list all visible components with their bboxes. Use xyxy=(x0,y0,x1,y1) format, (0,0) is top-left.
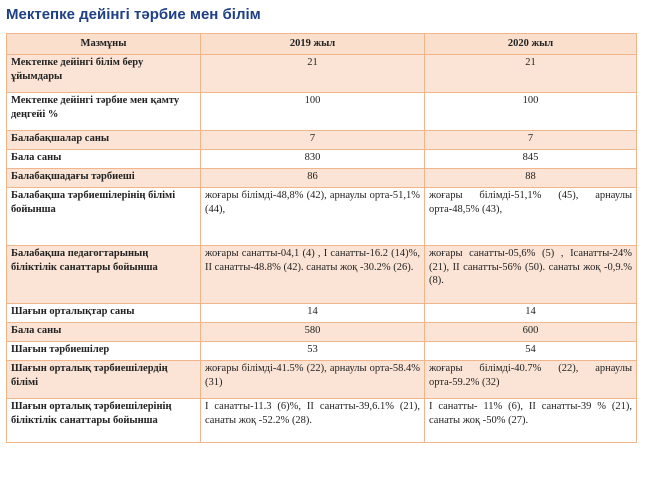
table-header-row: Мазмұны 2019 жыл 2020 жыл xyxy=(6,33,637,55)
cell-2020: жоғары санатты-05,6% (5) , Iсанатты-24% … xyxy=(424,245,637,304)
row-label: Мектепке дейінгі тәрбие мен қамту деңгей… xyxy=(6,92,201,131)
table-row: Шағын орталық тәрбиешілердің білімі жоға… xyxy=(6,360,637,399)
cell-2019: 830 xyxy=(200,149,425,169)
cell-2019: 21 xyxy=(200,54,425,93)
table-row: Балабақша педагогтарының біліктілік сана… xyxy=(6,245,637,304)
table-row: Балабақшадағы тәрбиеші 86 88 xyxy=(6,168,637,188)
cell-2020: 845 xyxy=(424,149,637,169)
cell-2019: I санатты-11.3 (6)%, II санатты-39,6.1% … xyxy=(200,398,425,443)
row-label: Балабақшалар саны xyxy=(6,130,201,150)
header-2019: 2019 жыл xyxy=(200,33,425,55)
table-row: Балабақшалар саны 7 7 xyxy=(6,130,637,150)
row-label: Шағын орталықтар саны xyxy=(6,303,201,323)
row-label: Бала саны xyxy=(6,322,201,342)
row-label: Шағын орталық тәрбиешілердің білімі xyxy=(6,360,201,399)
row-label: Шағын орталық тәрбиешілерінің біліктілік… xyxy=(6,398,201,443)
row-label: Балабақша педагогтарының біліктілік сана… xyxy=(6,245,201,304)
row-label: Бала саны xyxy=(6,149,201,169)
header-2020: 2020 жыл xyxy=(424,33,637,55)
table-row: Мектепке дейінгі тәрбие мен қамту деңгей… xyxy=(6,92,637,131)
row-label: Балабақшадағы тәрбиеші xyxy=(6,168,201,188)
row-label: Мектепке дейінгі білім беру ұйымдары xyxy=(6,54,201,93)
row-label: Шағын тәрбиешілер xyxy=(6,341,201,361)
cell-2019: 14 xyxy=(200,303,425,323)
cell-2020: 21 xyxy=(424,54,637,93)
table-row: Шағын орталық тәрбиешілерінің біліктілік… xyxy=(6,398,637,443)
cell-2019: 580 xyxy=(200,322,425,342)
cell-2020: 88 xyxy=(424,168,637,188)
education-table: Мазмұны 2019 жыл 2020 жыл Мектепке дейін… xyxy=(6,33,637,443)
cell-2020: 14 xyxy=(424,303,637,323)
cell-2020: 100 xyxy=(424,92,637,131)
cell-2019: 100 xyxy=(200,92,425,131)
cell-2019: 86 xyxy=(200,168,425,188)
table-row: Шағын тәрбиешілер 53 54 xyxy=(6,341,637,361)
page-title: Мектепке дейінгі тәрбие мен білім xyxy=(6,6,261,23)
cell-2020: жоғары білімді-40.7% (22), арнаулы орта-… xyxy=(424,360,637,399)
table-row: Бала саны 830 845 xyxy=(6,149,637,169)
cell-2019: жоғары білімді-41.5% (22), арнаулы орта-… xyxy=(200,360,425,399)
table-row: Бала саны 580 600 xyxy=(6,322,637,342)
cell-2019: жоғары санатты-04,1 (4) , I санатты-16.2… xyxy=(200,245,425,304)
cell-2020: 54 xyxy=(424,341,637,361)
cell-2019: 7 xyxy=(200,130,425,150)
cell-2020: I санатты- 11% (6), II санатты-39 % (21)… xyxy=(424,398,637,443)
table-row: Балабақша тәрбиешілерінің білімі бойынша… xyxy=(6,187,637,246)
cell-2020: 7 xyxy=(424,130,637,150)
cell-2019: жоғары білімді-48,8% (42), арнаулы орта-… xyxy=(200,187,425,246)
cell-2020: 600 xyxy=(424,322,637,342)
table-row: Шағын орталықтар саны 14 14 xyxy=(6,303,637,323)
table-row: Мектепке дейінгі білім беру ұйымдары 21 … xyxy=(6,54,637,93)
header-content: Мазмұны xyxy=(6,33,201,55)
cell-2020: жоғары білімді-51,1% (45), арнаулы орта-… xyxy=(424,187,637,246)
cell-2019: 53 xyxy=(200,341,425,361)
row-label: Балабақша тәрбиешілерінің білімі бойынша xyxy=(6,187,201,246)
